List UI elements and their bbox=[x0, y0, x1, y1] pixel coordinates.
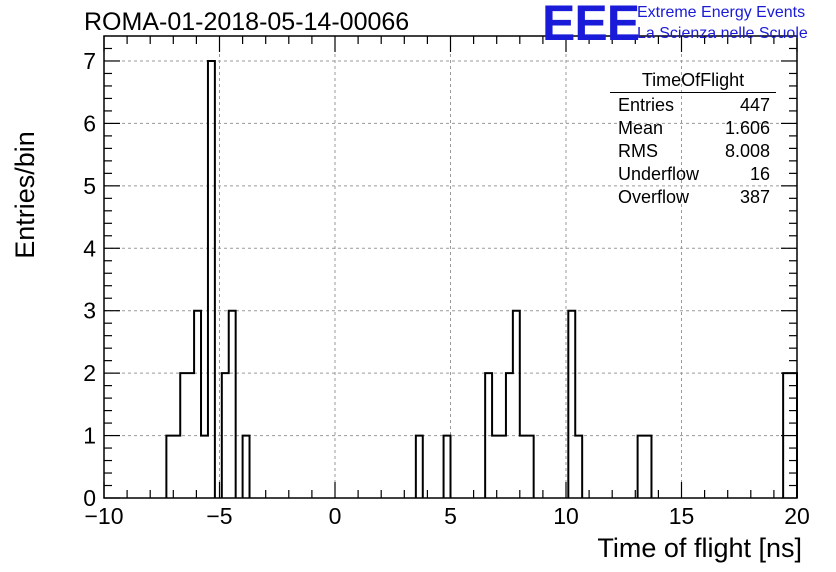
stats-row-rms: RMS 8.008 bbox=[610, 140, 776, 163]
y-tick-label: 6 bbox=[83, 110, 96, 136]
y-tick-label: 3 bbox=[83, 298, 96, 324]
stats-title: TimeOfFlight bbox=[610, 70, 776, 93]
histogram-bin bbox=[194, 311, 201, 498]
histogram-bin bbox=[208, 61, 215, 498]
chart-title: ROMA-01-2018-05-14-00066 bbox=[84, 8, 410, 36]
histogram-bin bbox=[513, 311, 520, 498]
y-tick-label: 5 bbox=[83, 173, 96, 199]
histogram-bin bbox=[520, 436, 534, 498]
histogram-bin bbox=[201, 436, 208, 498]
y-tick-label: 1 bbox=[83, 423, 96, 449]
histogram-bin bbox=[222, 373, 229, 498]
histogram-bin bbox=[506, 373, 513, 498]
histogram-bin bbox=[444, 436, 451, 498]
histogram-bin bbox=[638, 436, 652, 498]
stats-label: Underflow bbox=[618, 164, 700, 184]
eee-logo: EEE bbox=[542, 0, 640, 51]
histogram-bin bbox=[575, 436, 582, 498]
stats-row-overflow: Overflow 387 bbox=[610, 186, 776, 209]
histogram-bin bbox=[790, 373, 797, 498]
x-tick-label: 15 bbox=[669, 503, 695, 529]
x-tick-label: 0 bbox=[329, 503, 342, 529]
histogram-bin bbox=[416, 436, 423, 498]
axis-ticks bbox=[103, 36, 798, 499]
y-tick-label: 4 bbox=[83, 235, 96, 261]
x-axis-label: Time of flight [ns] bbox=[597, 533, 802, 563]
x-tick-label: 5 bbox=[444, 503, 457, 529]
logo-line-2: La Scienza nelle Scuole bbox=[637, 25, 808, 42]
histogram-bin bbox=[180, 373, 194, 498]
y-tick-label: 2 bbox=[83, 360, 96, 386]
histogram-bin bbox=[492, 436, 506, 498]
stats-box: TimeOfFlight Entries 447 Mean 1.606 RMS … bbox=[610, 70, 776, 209]
y-tick-label: 7 bbox=[83, 48, 96, 74]
histogram-bin bbox=[243, 436, 250, 498]
histogram-bin bbox=[166, 436, 180, 498]
stats-row-mean: Mean 1.606 bbox=[610, 117, 776, 140]
logo-line-1: Extreme Energy Events bbox=[637, 4, 806, 21]
stats-label: Overflow bbox=[618, 187, 690, 207]
stats-label: Mean bbox=[618, 118, 664, 138]
stats-label: RMS bbox=[618, 141, 658, 161]
histogram-bin bbox=[783, 373, 790, 498]
stats-row-underflow: Underflow 16 bbox=[610, 163, 776, 186]
stats-label: Entries bbox=[618, 95, 675, 115]
stats-value: 8.008 bbox=[724, 141, 770, 161]
y-axis-label: Entries/bin bbox=[10, 131, 40, 259]
stats-value: 1.606 bbox=[724, 118, 770, 138]
histogram-bin bbox=[229, 311, 236, 498]
x-tick-label: 10 bbox=[553, 503, 579, 529]
histogram-bin bbox=[485, 373, 492, 498]
x-tick-label: −10 bbox=[84, 503, 123, 529]
tick-labels: −10 −5 0 5 10 15 20 0 1 2 3 4 5 6 7 bbox=[83, 48, 810, 529]
y-tick-label: 0 bbox=[83, 485, 96, 511]
stats-value: 387 bbox=[739, 187, 770, 207]
stats-row-entries: Entries 447 bbox=[610, 94, 776, 117]
stats-value: 16 bbox=[749, 164, 770, 184]
x-tick-label: −5 bbox=[206, 503, 232, 529]
stats-value: 447 bbox=[739, 95, 770, 115]
grid-lines bbox=[104, 36, 797, 498]
histogram-bin bbox=[568, 311, 575, 498]
x-tick-label: 20 bbox=[784, 503, 810, 529]
